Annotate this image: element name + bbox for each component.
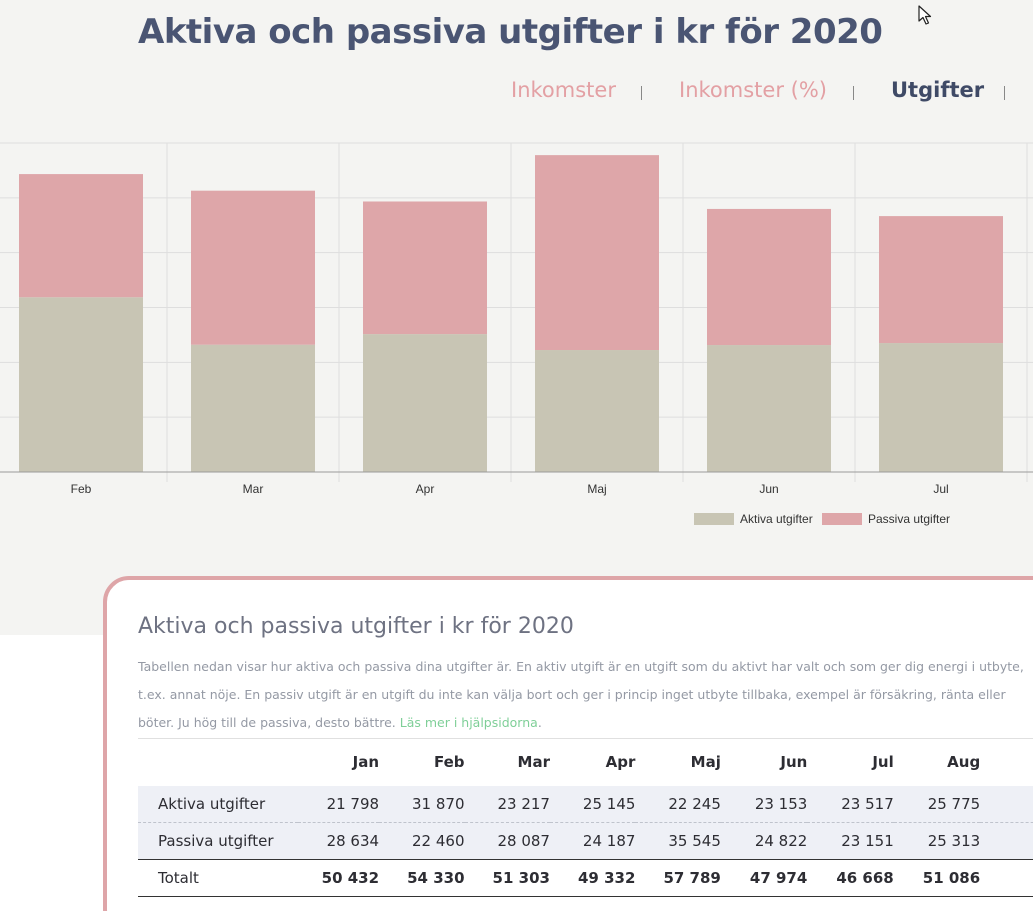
bar-passiva-mar[interactable] [191, 190, 315, 345]
table-cell: 51 086 [922, 869, 981, 887]
tab-separator [853, 86, 854, 100]
table-header-jul: Jul [872, 753, 894, 772]
x-tick-label: Mar [243, 482, 264, 496]
table-card-title: Aktiva och passiva utgifter i kr för 202… [138, 614, 574, 639]
table-cell: 57 789 [663, 869, 721, 887]
table-cell: 25 145 [582, 794, 636, 813]
bar-passiva-jun[interactable] [707, 208, 831, 346]
table-card: Aktiva och passiva utgifter i kr för 202… [103, 576, 1033, 911]
x-tick-label: Jun [759, 482, 778, 496]
table-cell: 46 668 [836, 869, 894, 887]
bar-passiva-feb[interactable] [19, 174, 143, 298]
legend-label-passiva: Passiva utgifter [868, 512, 950, 526]
table-cell: 49 332 [578, 869, 636, 887]
table-row-passiva: Passiva utgifter 28 634 22 460 28 087 24… [138, 822, 1033, 860]
chart-x-axis: Feb Mar Apr Maj Jun Jul [0, 471, 1033, 496]
table-cell: 24 187 [582, 832, 636, 850]
bar-aktiva-feb[interactable] [19, 297, 143, 472]
table-cell: 22 245 [668, 794, 721, 813]
tab-inkomster-procent[interactable]: Inkomster (%) [679, 78, 827, 102]
table-cell: 21 798 [326, 794, 380, 813]
tab-separator [641, 86, 642, 100]
table-row-label: Aktiva utgifter [158, 794, 266, 813]
tab-separator [1004, 86, 1005, 100]
table-header-sep: S [980, 739, 1033, 786]
table-cell: 25 775 [927, 794, 981, 813]
bar-aktiva-maj[interactable] [535, 350, 659, 472]
chart-section: Aktiva och passiva utgifter i kr för 202… [0, 0, 1033, 635]
bar-aktiva-jul[interactable] [879, 343, 1003, 472]
table-cell: 35 545 [668, 832, 721, 850]
page-title: Aktiva och passiva utgifter i kr för 202… [138, 12, 883, 52]
legend-label-aktiva: Aktiva utgifter [740, 512, 813, 526]
table-description: Tabellen nedan visar hur aktiva och pass… [138, 653, 1033, 737]
bar-passiva-maj[interactable] [535, 155, 659, 351]
bar-passiva-jul[interactable] [879, 216, 1003, 344]
table-row-totalt: Totalt 50 432 54 330 51 303 49 332 57 78… [138, 859, 1033, 897]
legend-swatch-aktiva [694, 513, 734, 525]
table-row-label: Totalt [158, 869, 199, 887]
table-cell: 23 517 [841, 794, 894, 813]
table-description-suffix: . [537, 715, 542, 730]
tab-inkomster[interactable]: Inkomster [511, 78, 616, 102]
table-cell: 50 432 [321, 869, 380, 887]
x-tick-label: Apr [416, 482, 435, 496]
bar-passiva-apr[interactable] [363, 201, 487, 335]
help-link[interactable]: Läs mer i hjälpsidorna [399, 715, 538, 730]
table-cell: 24 822 [754, 832, 808, 850]
table-header-jun: Jun [780, 753, 808, 772]
table-cell: 3 [980, 786, 1033, 823]
table-header-maj: Maj [690, 753, 721, 772]
expenses-table: Jan Feb Mar Apr Maj Jun Jul Aug S Aktiva… [138, 738, 1033, 897]
stacked-bar-chart: Feb Mar Apr Maj Jun Jul Aktiva utgifter Passi… [0, 142, 1033, 526]
chart-bars [19, 155, 1003, 472]
table-header-mar: Mar [517, 753, 550, 772]
bar-aktiva-apr[interactable] [363, 334, 487, 472]
x-tick-label: Jul [933, 482, 948, 496]
table-cell: 23 153 [754, 794, 808, 813]
chart-legend: Aktiva utgifter Passiva utgifter [694, 512, 950, 526]
table-cell: 51 303 [492, 869, 550, 887]
table-header-empty [138, 739, 298, 786]
table-cell: 47 974 [749, 869, 808, 887]
table-header-row: Jan Feb Mar Apr Maj Jun Jul Aug S [138, 738, 1033, 786]
table-cell: 31 870 [412, 794, 465, 813]
table-cell: 22 460 [412, 832, 465, 850]
bar-aktiva-jun[interactable] [707, 345, 831, 472]
bar-aktiva-mar[interactable] [191, 344, 315, 472]
x-tick-label: Maj [587, 482, 606, 496]
table-cell: 28 634 [326, 832, 380, 850]
table-cell: 23 217 [497, 794, 550, 813]
table-row-label: Passiva utgifter [158, 832, 274, 850]
table-header-aug: Aug [947, 753, 981, 772]
tab-utgifter[interactable]: Utgifter [891, 78, 985, 102]
table-header-feb: Feb [433, 753, 465, 772]
table-header-jan: Jan [352, 753, 380, 772]
table-row-aktiva: Aktiva utgifter 21 798 31 870 23 217 25 … [138, 785, 1033, 823]
chart-grid [0, 142, 1033, 482]
table-header-apr: Apr [605, 753, 636, 772]
table-cell: 28 087 [497, 832, 550, 850]
table-cell: 23 151 [841, 832, 894, 850]
table-cell: 54 330 [407, 869, 465, 887]
table-cell: 2 [980, 823, 1033, 860]
legend-swatch-passiva [822, 513, 862, 525]
mouse-cursor-icon [918, 5, 932, 25]
table-cell: 5 [980, 860, 1033, 897]
x-tick-label: Feb [71, 482, 92, 496]
table-description-text: Tabellen nedan visar hur aktiva och pass… [138, 659, 1024, 730]
table-cell: 25 313 [927, 832, 981, 850]
